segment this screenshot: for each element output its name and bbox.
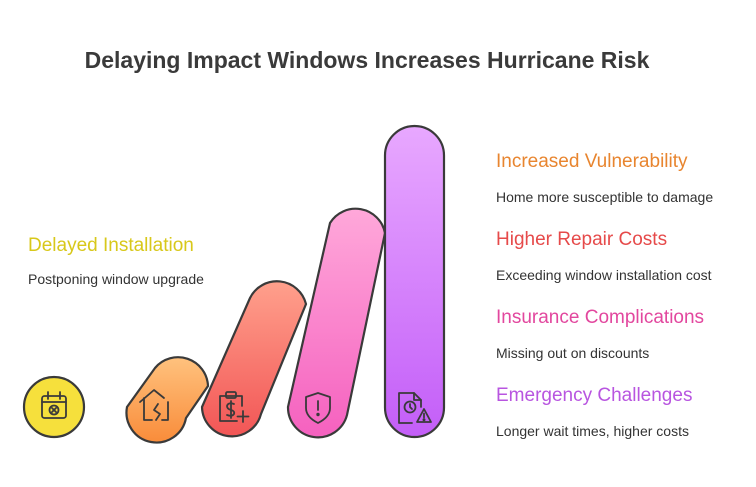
step-emergency-challenges (383, 124, 446, 439)
increased-vulnerability-description: Home more susceptible to damage (496, 189, 714, 205)
delayed-installation-heading: Delayed Installation (28, 235, 194, 256)
step-higher-repair-costs (200, 280, 308, 438)
step-insurance-complications (286, 207, 387, 439)
insurance-complications-block: Insurance Complications Missing out on d… (496, 307, 756, 363)
insurance-complications-heading: Insurance Complications (496, 307, 705, 328)
higher-repair-costs-description: Exceeding window installation cost (496, 267, 712, 283)
emergency-challenges-block: Emergency Challenges Longer wait times, … (496, 385, 756, 441)
increased-vulnerability-heading: Increased Vulnerability (496, 151, 688, 172)
emergency-challenges-description: Longer wait times, higher costs (496, 423, 689, 439)
higher-repair-costs-heading: Higher Repair Costs (496, 229, 668, 250)
shield-alert-icon (305, 392, 331, 424)
clipboard-dollar-plus-icon (219, 391, 250, 423)
increased-vulnerability-block: Increased Vulnerability Home more suscep… (496, 151, 756, 207)
emergency-challenges-heading: Emergency Challenges (496, 385, 693, 406)
higher-repair-costs-block: Higher Repair Costs Exceeding window ins… (496, 229, 756, 285)
delayed-installation-description: Postponing window upgrade (28, 271, 204, 287)
calendar-x-icon (41, 391, 67, 419)
delayed-installation-block: Delayed Installation Postponing window u… (28, 235, 208, 289)
insurance-complications-description: Missing out on discounts (496, 345, 650, 361)
step-increased-vulnerability (125, 356, 210, 444)
broken-house-icon (139, 389, 169, 421)
file-clock-warning-icon (398, 392, 432, 424)
step-delayed-installation (22, 375, 86, 439)
diagram-title: Delaying Impact Windows Increases Hurric… (84, 47, 650, 73)
